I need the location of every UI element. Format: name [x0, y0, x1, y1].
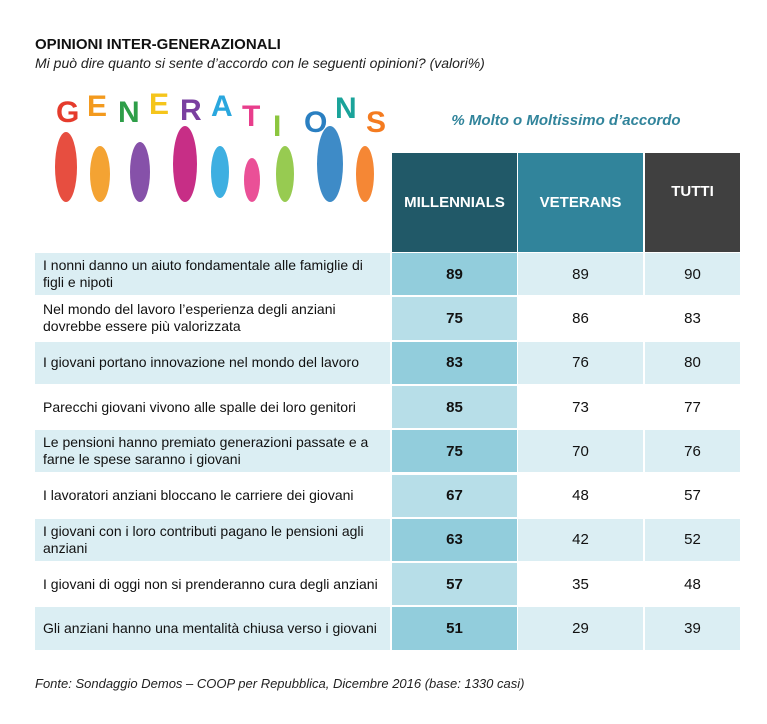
- cell-value: 52: [645, 518, 740, 564]
- cell-value: 75: [392, 430, 517, 475]
- logo-letter: E: [87, 92, 107, 123]
- row-label: I nonni danno un aiuto fondamentale alle…: [35, 253, 390, 298]
- cell-value: 63: [392, 518, 517, 564]
- row-label: Gli anziani hanno una mentalità chiusa v…: [35, 607, 390, 652]
- row-label: Parecchi giovani vivono alle spalle dei …: [35, 385, 390, 431]
- cell-value: 75: [392, 297, 517, 342]
- row-label: I giovani con i loro contributi pagano l…: [35, 518, 390, 564]
- cell-value: 86: [518, 297, 643, 342]
- row-label: Nel mondo del lavoro l’esperienza degli …: [35, 297, 390, 342]
- cell-value: 57: [392, 563, 517, 608]
- cell-value: 77: [645, 385, 740, 431]
- column-header: MILLENNIALS: [392, 153, 517, 252]
- logo-letter: R: [180, 94, 202, 127]
- cell-value: 35: [518, 563, 643, 608]
- cell-value: 29: [518, 607, 643, 652]
- logo-letter: G: [56, 96, 79, 129]
- cell-value: 42: [518, 518, 643, 564]
- row-label: I giovani di oggi non si prenderanno cur…: [35, 563, 390, 608]
- cell-value: 76: [645, 430, 740, 475]
- cell-value: 89: [518, 253, 643, 298]
- cell-value: 57: [645, 474, 740, 519]
- row-label: I giovani portano innovazione nel mondo …: [35, 341, 390, 386]
- cell-value: 67: [392, 474, 517, 519]
- cell-value: 83: [645, 297, 740, 342]
- column-header: TUTTI: [645, 153, 740, 252]
- row-label: I lavoratori anziani bloccano le carrier…: [35, 474, 390, 519]
- cell-value: 80: [645, 341, 740, 386]
- cell-value: 89: [392, 253, 517, 298]
- logo-letter: N: [335, 92, 357, 125]
- cell-value: 39: [645, 607, 740, 652]
- measure-label: % Molto o Moltissimo d’accordo: [451, 112, 681, 129]
- subtitle: Mi può dire quanto si sente d’accordo co…: [35, 55, 485, 71]
- row-label: Le pensioni hanno premiato generazioni p…: [35, 430, 390, 475]
- cell-value: 76: [518, 341, 643, 386]
- logo-letter: A: [211, 92, 233, 123]
- logo-letter: I: [273, 110, 281, 143]
- column-header: VETERANS: [518, 153, 643, 252]
- title: OPINIONI INTER-GENERAZIONALI: [35, 36, 281, 53]
- cell-value: 73: [518, 385, 643, 431]
- cell-value: 85: [392, 385, 517, 431]
- logo-letter: E: [149, 92, 169, 121]
- source: Fonte: Sondaggio Demos – COOP per Repubb…: [35, 676, 525, 691]
- logo-letter: O: [304, 106, 327, 139]
- cell-value: 90: [645, 253, 740, 298]
- cell-value: 48: [518, 474, 643, 519]
- logo-letter: N: [118, 96, 140, 129]
- cell-value: 48: [645, 563, 740, 608]
- cell-value: 83: [392, 341, 517, 386]
- logo-letter: T: [242, 100, 260, 133]
- logo-letter: S: [366, 106, 386, 139]
- cell-value: 51: [392, 607, 517, 652]
- cell-value: 70: [518, 430, 643, 475]
